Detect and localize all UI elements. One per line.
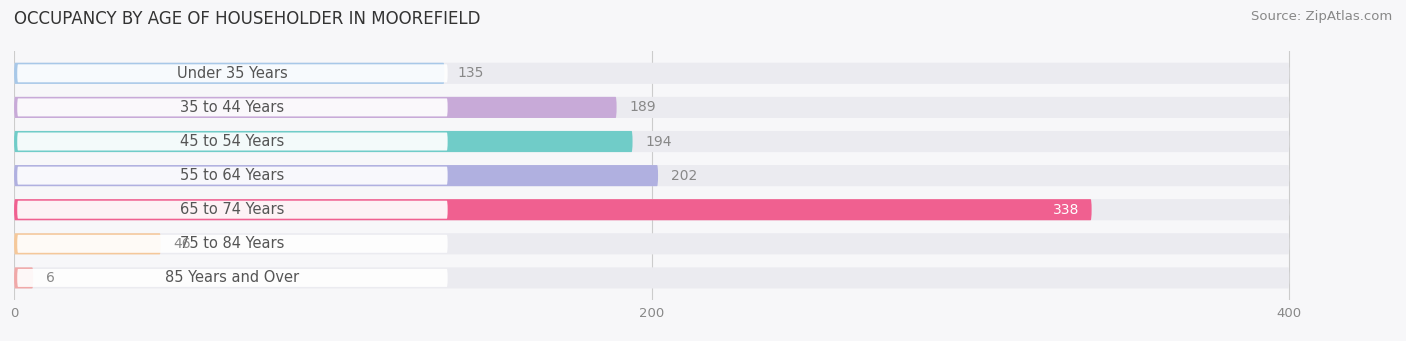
- Text: 35 to 44 Years: 35 to 44 Years: [180, 100, 284, 115]
- Text: 65 to 74 Years: 65 to 74 Years: [180, 202, 284, 217]
- Text: 202: 202: [671, 168, 697, 183]
- FancyBboxPatch shape: [14, 199, 1091, 220]
- Text: Under 35 Years: Under 35 Years: [177, 66, 288, 81]
- Text: 46: 46: [173, 237, 191, 251]
- Text: 194: 194: [645, 134, 672, 149]
- Text: Source: ZipAtlas.com: Source: ZipAtlas.com: [1251, 10, 1392, 23]
- FancyBboxPatch shape: [14, 267, 1289, 288]
- FancyBboxPatch shape: [14, 267, 34, 288]
- Text: 135: 135: [457, 66, 484, 80]
- FancyBboxPatch shape: [17, 235, 447, 253]
- FancyBboxPatch shape: [14, 63, 1289, 84]
- Text: 45 to 54 Years: 45 to 54 Years: [180, 134, 284, 149]
- Text: 338: 338: [1053, 203, 1078, 217]
- FancyBboxPatch shape: [17, 201, 447, 219]
- FancyBboxPatch shape: [14, 165, 1289, 186]
- FancyBboxPatch shape: [14, 233, 1289, 254]
- FancyBboxPatch shape: [17, 133, 447, 150]
- FancyBboxPatch shape: [17, 269, 447, 287]
- Text: 189: 189: [630, 100, 657, 115]
- FancyBboxPatch shape: [17, 64, 447, 82]
- FancyBboxPatch shape: [14, 165, 658, 186]
- Text: 6: 6: [46, 271, 55, 285]
- FancyBboxPatch shape: [14, 199, 1289, 220]
- FancyBboxPatch shape: [17, 167, 447, 184]
- FancyBboxPatch shape: [14, 97, 1289, 118]
- FancyBboxPatch shape: [17, 99, 447, 116]
- Text: 85 Years and Over: 85 Years and Over: [166, 270, 299, 285]
- FancyBboxPatch shape: [14, 63, 444, 84]
- FancyBboxPatch shape: [14, 233, 160, 254]
- Text: 55 to 64 Years: 55 to 64 Years: [180, 168, 284, 183]
- Text: OCCUPANCY BY AGE OF HOUSEHOLDER IN MOOREFIELD: OCCUPANCY BY AGE OF HOUSEHOLDER IN MOORE…: [14, 10, 481, 28]
- FancyBboxPatch shape: [14, 131, 1289, 152]
- FancyBboxPatch shape: [14, 97, 617, 118]
- Text: 75 to 84 Years: 75 to 84 Years: [180, 236, 284, 251]
- FancyBboxPatch shape: [14, 131, 633, 152]
